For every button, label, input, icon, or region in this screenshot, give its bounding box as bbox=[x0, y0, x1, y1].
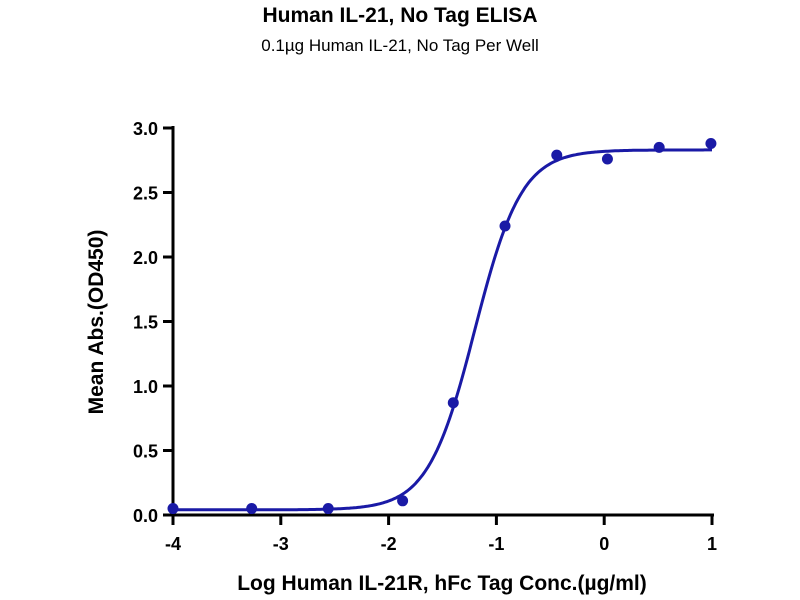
data-point bbox=[322, 503, 334, 515]
y-tick-label: 0.5 bbox=[133, 442, 158, 462]
y-tick-label: 3.0 bbox=[133, 119, 158, 139]
y-tick-label: 1.0 bbox=[133, 377, 158, 397]
chart-title: Human IL-21, No Tag ELISA bbox=[262, 4, 538, 27]
x-tick-label: -4 bbox=[165, 534, 181, 554]
y-tick-label: 2.0 bbox=[133, 248, 158, 268]
y-tick-label: 0.0 bbox=[133, 506, 158, 526]
x-tick-label: -3 bbox=[273, 534, 289, 554]
data-point bbox=[167, 503, 179, 515]
x-tick-label: -2 bbox=[381, 534, 397, 554]
data-point bbox=[551, 149, 563, 161]
data-point bbox=[601, 153, 613, 165]
data-point bbox=[653, 141, 665, 153]
x-tick-label: -1 bbox=[488, 534, 504, 554]
y-tick-label: 1.5 bbox=[133, 313, 158, 333]
y-axis-label: Mean Abs.(OD450) bbox=[85, 230, 108, 415]
x-axis-label: Log Human IL-21R, hFc Tag Conc.(µg/ml) bbox=[237, 572, 647, 595]
data-point bbox=[447, 397, 459, 409]
data-point bbox=[397, 495, 409, 507]
y-tick-label: 2.5 bbox=[133, 184, 158, 204]
data-point bbox=[499, 220, 511, 232]
x-tick-label: 0 bbox=[599, 534, 609, 554]
fit-curve bbox=[173, 148, 712, 512]
chart-subtitle: 0.1µg Human IL-21, No Tag Per Well bbox=[261, 36, 539, 55]
data-point bbox=[705, 137, 717, 149]
data-point bbox=[246, 503, 258, 515]
x-tick-label: 1 bbox=[707, 534, 717, 554]
